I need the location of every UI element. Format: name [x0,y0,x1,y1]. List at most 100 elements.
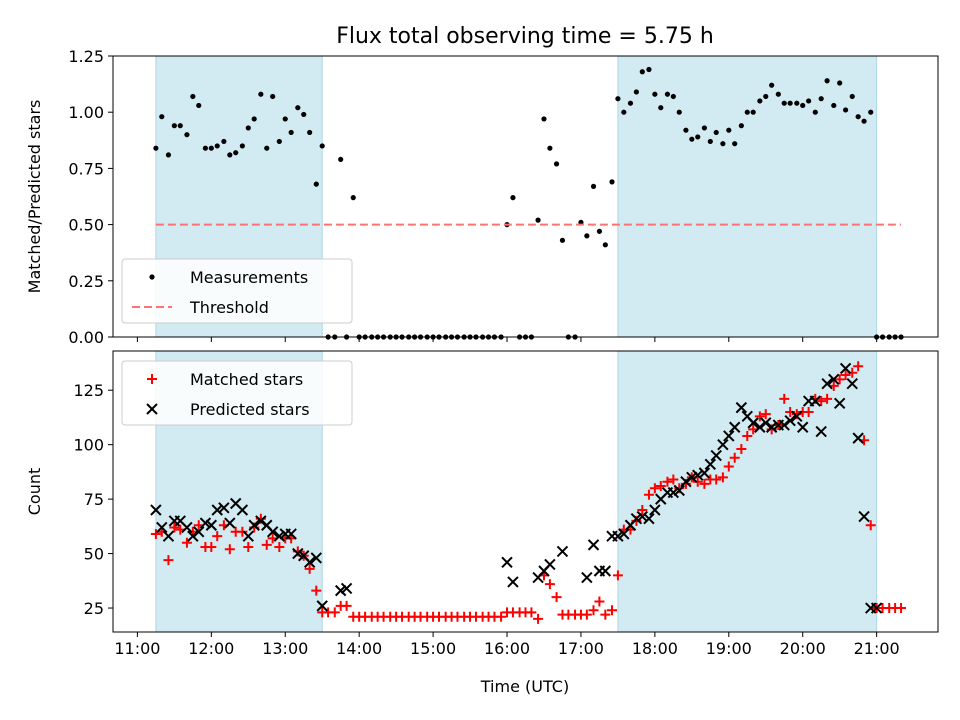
top-y-tick-label: 1.25 [68,47,104,66]
predicted-stars-point [199,517,212,529]
x-tick-label: 15:00 [410,639,456,658]
matched-stars-point [822,393,833,404]
matched-stars-point [551,592,562,603]
predicted-stars-point [680,475,692,488]
matched-stars-point [662,476,673,487]
matched-stars-point [544,579,555,590]
measurement-point [609,179,615,185]
measurement-point [750,109,756,115]
legend-marker-measurements [149,274,155,280]
predicted-stars-point [162,530,175,542]
bottom-legend: Matched stars Predicted stars [121,360,353,426]
matched-stars-point [754,411,765,422]
predicted-stars-point [285,528,297,540]
measurement-point [350,195,356,201]
x-tick-label: 18:00 [632,639,678,658]
top-panel: 0.00 0.25 0.50 0.75 1.00 1.25 Matched/Predict… [25,47,939,347]
predicted-stars-point [150,504,162,516]
predicted-stars-point [797,421,809,433]
measurement-point [251,116,257,122]
predicted-stars-point [266,526,279,538]
measurement-point [855,114,861,120]
measurement-point [800,102,806,109]
predicted-stars-point [717,438,729,451]
top-y-tick-label: 0.75 [68,159,104,178]
bottom-y-tick-label: 100 [73,436,104,455]
matched-stars-point [329,607,340,618]
predicted-stars-point [692,469,704,481]
predicted-stars-point [649,504,661,516]
legend-marker-matched-stars [147,374,157,384]
matched-stars-point [655,481,666,492]
measurement-point [652,91,658,97]
predicted-stars-point [310,552,323,564]
matched-stars-point [224,544,235,555]
top-legend: Measurements Threshold [121,258,353,324]
bottom-panel: 11:00 12:00 13:00 14:00 15:00 16:00 17:00 18:00… [25,350,939,658]
measurement-point [202,145,209,151]
matched-stars-point [803,406,814,417]
predicted-stars-point [501,556,513,569]
measurement-point [553,161,560,167]
matched-stars-point [600,609,611,620]
measurement-point [159,114,165,120]
measurement-point [245,125,251,131]
predicted-stars-point [193,526,205,538]
measurement-point [842,107,849,113]
top-y-tick-label: 0.00 [68,328,104,347]
matched-stars-point [341,600,352,611]
matched-stars-point [311,585,322,596]
measurement-point [214,143,220,149]
matched-stars-point [840,369,851,380]
measurement-point [541,116,547,122]
measurement-point [227,152,233,158]
legend-label: Measurements [190,268,308,287]
matched-stars-point [760,409,771,420]
x-tick-label: 20:00 [780,639,826,658]
bottom-y-tick-label: 125 [73,381,104,400]
predicted-stars-point [599,565,612,577]
predicted-stars-point [852,432,864,444]
x-tick-label: 19:00 [706,639,752,658]
matched-stars-point [816,396,827,407]
measurement-point [295,105,301,111]
matched-stars-point [212,531,223,542]
measurement-point [313,181,319,187]
measurement-point [831,102,837,109]
matched-stars-point [649,483,660,494]
measurement-point [683,127,689,133]
top-y-tick-label: 0.25 [68,272,104,291]
x-tick-label: 17:00 [558,639,604,658]
measurement-point [769,82,775,88]
predicted-stars-point [156,521,168,534]
measurement-point [868,109,874,115]
predicted-stars-point [698,467,711,479]
measurement-point [861,118,867,124]
measurement-point [824,78,830,84]
predicted-stars-point [303,556,316,569]
matched-stars-point [711,474,722,485]
predicted-stars-point [667,486,680,499]
matched-stars-point [206,542,217,553]
bottom-y-tick-label: 50 [84,545,104,564]
measurement-point [818,96,824,102]
measurement-point [510,195,516,201]
predicted-stars-point [507,576,519,588]
predicted-stars-point [704,458,717,470]
matched-stars-point [181,537,192,548]
matched-stars-point [163,555,174,566]
matched-stars-point [261,539,272,550]
legend-label: Threshold [189,298,269,317]
predicted-stars-point [754,421,766,433]
predicted-stars-point [636,510,649,523]
bottom-ticks: 11:00 12:00 13:00 14:00 15:00 16:00 17:00 18:00… [73,381,899,658]
matched-stars-point [496,611,507,622]
measurement-point [806,98,812,104]
predicted-stars-point [760,417,772,429]
x-tick-label: 11:00 [114,639,160,658]
bottom-y-axis-label: Count [25,468,44,516]
measurement-point [584,233,590,239]
top-shaded-intervals [155,55,878,338]
measurement-point [190,93,196,100]
predicted-stars-point [710,449,722,462]
